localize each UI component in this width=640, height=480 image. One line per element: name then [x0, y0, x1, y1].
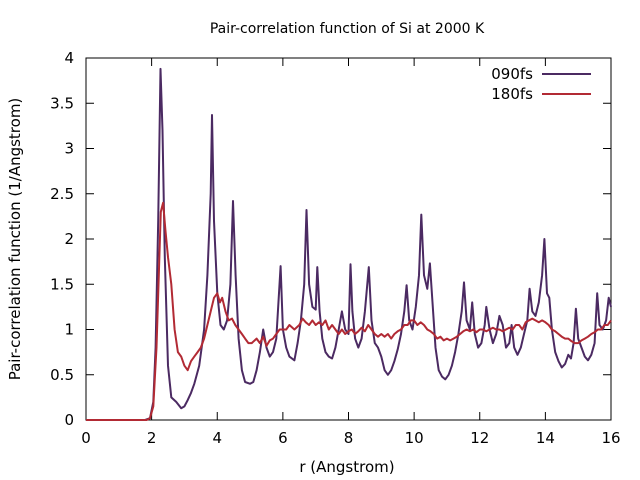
legend-label: 180fs — [491, 85, 533, 103]
legend: 090fs 180fs — [491, 65, 591, 103]
y-tick-label: 0 — [64, 411, 74, 429]
x-tick-label: 10 — [405, 429, 424, 447]
x-tick-label: 16 — [601, 429, 620, 447]
y-tick-label: 3.5 — [50, 94, 74, 112]
series-line-090fs — [86, 67, 612, 421]
y-axis: 0 0.5 1 1.5 2 2.5 3 3.5 4 — [50, 49, 611, 429]
chart-title: Pair-correlation function of Si at 2000 … — [210, 21, 485, 37]
x-tick-label: 14 — [536, 429, 555, 447]
y-axis-label: Pair-correlation function (1/Angstrom) — [6, 98, 24, 381]
y-tick-label: 2.5 — [50, 185, 74, 203]
x-tick-label: 0 — [81, 429, 91, 447]
x-tick-label: 12 — [470, 429, 489, 447]
x-tick-label: 2 — [147, 429, 157, 447]
x-axis-label: r (Angstrom) — [299, 458, 394, 476]
legend-label: 090fs — [491, 65, 533, 83]
x-axis: 0 2 4 6 8 10 12 14 16 — [81, 58, 621, 447]
y-tick-label: 2 — [64, 230, 74, 248]
y-tick-label: 4 — [64, 49, 74, 67]
y-tick-label: 3 — [64, 140, 74, 158]
x-tick-label: 4 — [212, 429, 222, 447]
y-tick-label: 1.5 — [50, 275, 74, 293]
x-tick-label: 6 — [278, 429, 288, 447]
y-tick-label: 1 — [64, 321, 74, 339]
series-lines — [86, 67, 612, 421]
series-line-180fs — [86, 201, 612, 421]
y-tick-label: 0.5 — [50, 366, 74, 384]
x-tick-label: 8 — [344, 429, 354, 447]
